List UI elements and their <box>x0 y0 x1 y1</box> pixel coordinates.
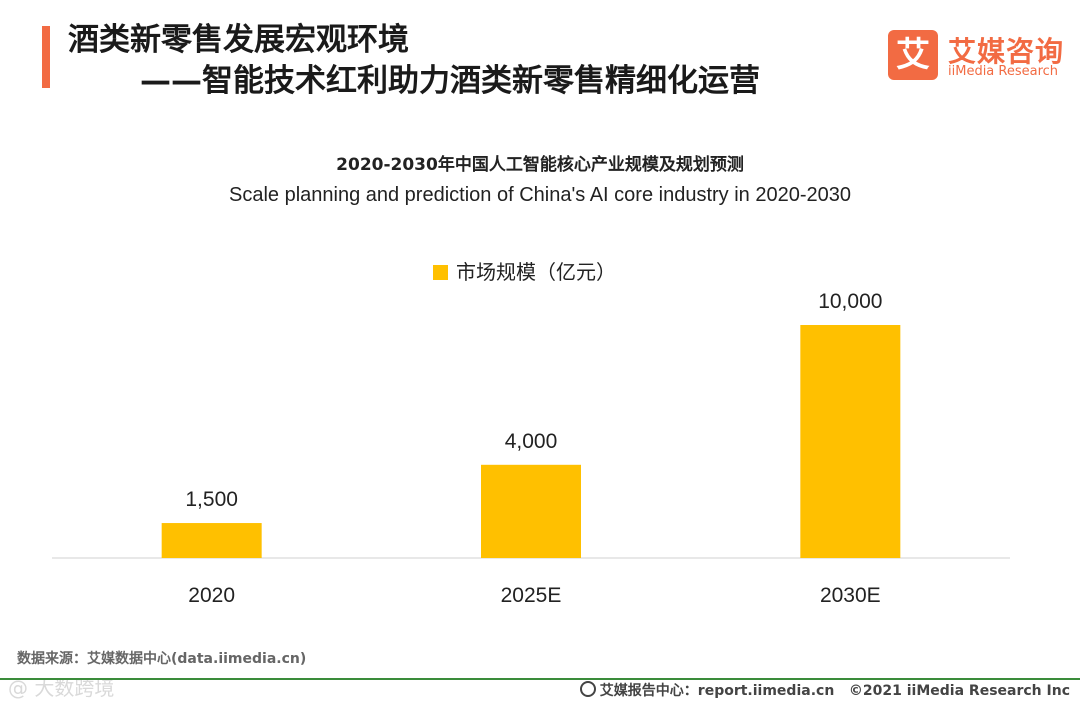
chart-title: 2020-2030年中国人工智能核心产业规模及规划预测 <box>336 155 744 175</box>
globe-icon <box>579 681 596 697</box>
value-label-2025E: 4,000 <box>505 430 558 453</box>
bar-2030E <box>800 325 901 558</box>
footer-divider <box>0 678 1080 680</box>
value-label-2020: 1,500 <box>185 488 238 511</box>
legend-swatch <box>433 265 448 280</box>
x-tick-label-2025E: 2025E <box>501 584 562 607</box>
watermark: @ 大数跨境 <box>8 676 115 700</box>
brand-logo: 艾 艾媒咨询 iiMedia Research <box>888 26 1068 86</box>
copyright: ©2021 iiMedia Research Inc <box>848 683 1070 699</box>
chart-subtitle: Scale planning and prediction of China's… <box>228 184 851 206</box>
value-label-2030E: 10,000 <box>818 290 882 313</box>
report-center: 艾媒报告中心：report.iimedia.cn <box>599 683 835 699</box>
brand-name-en: iiMedia Research <box>948 64 1059 79</box>
title-accent-bar <box>42 26 50 88</box>
bar-2025E <box>481 464 581 558</box>
legend-label: 市场规模（亿元） <box>456 260 616 284</box>
chart-legend: 市场规模（亿元） <box>433 256 616 285</box>
brand-name-cn: 艾媒咨询 <box>948 35 1065 68</box>
page-subtitle: ——智能技术红利助力酒类新零售精细化运营 <box>140 63 760 99</box>
x-tick-label-2030E: 2030E <box>820 584 881 607</box>
footer-credits: 艾媒报告中心：report.iimedia.cn ©2021 iiMedia R… <box>579 680 1070 700</box>
page-title: 酒类新零售发展宏观环境 <box>68 22 409 58</box>
brand-logo-icon: 艾 <box>888 30 938 80</box>
bar-2020 <box>161 523 262 558</box>
data-source: 数据来源：艾媒数据中心(data.iimedia.cn) <box>17 651 307 667</box>
x-tick-label-2020: 2020 <box>188 584 235 607</box>
